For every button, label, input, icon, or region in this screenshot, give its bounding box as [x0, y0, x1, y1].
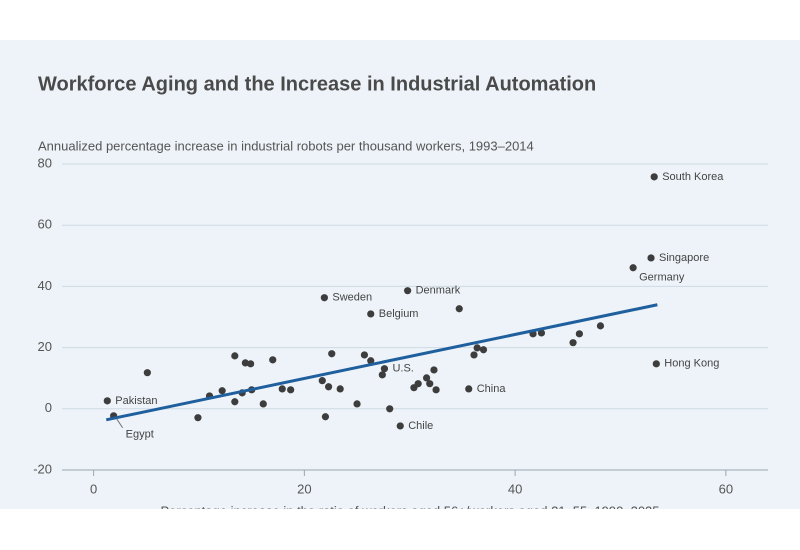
point — [479, 346, 488, 354]
point — [647, 254, 655, 262]
chart-subtitle: Annualized percentage increase in indust… — [38, 138, 534, 153]
point-label: South Korea — [662, 171, 724, 183]
point — [569, 339, 577, 347]
point — [231, 352, 239, 360]
trendline — [105, 303, 658, 422]
point — [321, 413, 330, 421]
point-label: China — [477, 383, 507, 395]
point — [287, 386, 295, 394]
point — [426, 380, 434, 388]
point-label: Sweden — [332, 292, 372, 304]
point — [414, 380, 422, 388]
point — [218, 387, 226, 395]
point-label: Chile — [408, 420, 433, 432]
point — [473, 344, 481, 352]
x-tick-label: 60 — [719, 481, 733, 496]
point — [367, 357, 375, 365]
point — [652, 360, 660, 368]
panel — [0, 40, 800, 510]
point — [360, 351, 369, 359]
point — [336, 385, 344, 393]
point — [629, 264, 637, 272]
point — [278, 385, 286, 393]
point — [259, 400, 267, 408]
point — [320, 294, 328, 302]
point-label: Belgium — [379, 308, 419, 320]
point — [318, 377, 326, 385]
point — [380, 365, 389, 373]
point-label: Singapore — [659, 252, 709, 264]
point — [328, 350, 336, 358]
y-tick-label: 60 — [38, 217, 52, 232]
x-tick-label: 0 — [90, 481, 97, 496]
point — [353, 400, 361, 408]
point — [103, 397, 111, 405]
point-label: Germany — [639, 272, 685, 284]
point — [269, 356, 277, 364]
point — [430, 366, 438, 374]
y-tick-label: 20 — [38, 339, 52, 354]
x-tick-label: 20 — [297, 481, 311, 496]
point — [470, 351, 478, 359]
leader-line — [116, 418, 124, 429]
point — [455, 305, 463, 313]
point — [650, 173, 658, 181]
point — [537, 329, 546, 337]
point — [596, 322, 605, 330]
point — [143, 369, 151, 377]
point — [404, 287, 412, 295]
point-label: Denmark — [416, 285, 461, 297]
point — [432, 386, 440, 394]
point-label: Hong Kong — [664, 358, 719, 370]
point — [247, 360, 255, 368]
y-tick-label: 0 — [45, 400, 52, 415]
point — [396, 422, 404, 430]
point-label: U.S. — [392, 363, 413, 375]
point — [194, 414, 202, 422]
y-tick-label: 40 — [38, 278, 52, 293]
point — [378, 371, 386, 379]
y-tick-label: 80 — [38, 155, 52, 170]
x-tick-label: 40 — [508, 481, 522, 496]
point — [422, 374, 431, 382]
point — [367, 310, 375, 318]
y-tick-label: -20 — [33, 461, 52, 476]
point — [324, 383, 333, 391]
point-label: Pakistan — [115, 395, 157, 407]
point — [465, 385, 473, 393]
point-label: Egypt — [126, 429, 154, 441]
bottom-band — [0, 509, 800, 550]
chart-title: Workforce Aging and the Increase in Indu… — [38, 73, 596, 95]
point — [575, 330, 583, 338]
point — [386, 405, 394, 413]
point — [231, 398, 239, 406]
